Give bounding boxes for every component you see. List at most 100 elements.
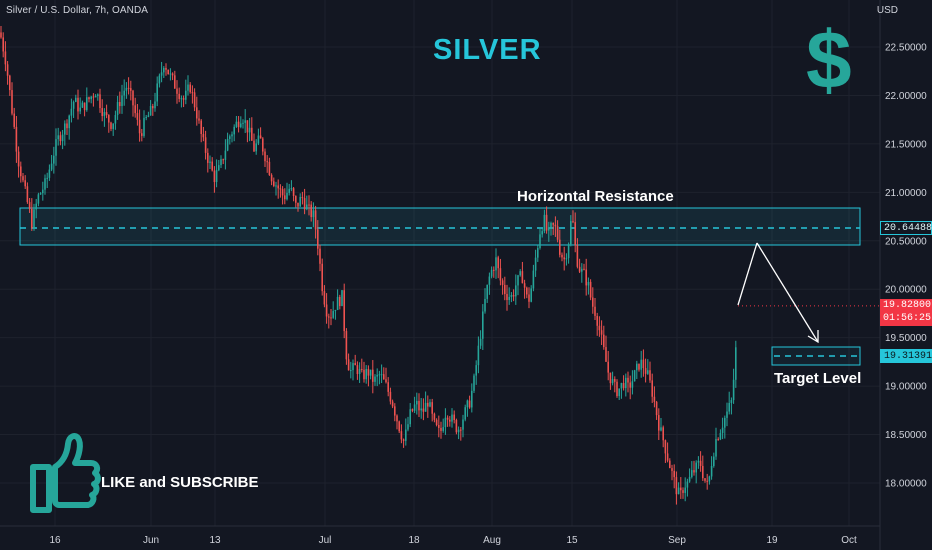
symbol-info[interactable]: Silver / U.S. Dollar, 7h, OANDA [6,5,149,16]
candle [158,73,161,88]
candle [565,253,568,266]
candle [486,284,488,303]
candle [589,279,592,301]
candle [655,400,658,420]
candle [462,414,464,438]
candle [328,313,330,329]
candle [682,487,684,499]
candle [81,100,84,108]
candle [616,379,618,398]
candle [444,408,447,435]
candle [358,362,361,383]
candle [416,392,418,415]
candle [614,376,616,393]
candle [453,410,455,424]
candle [123,79,125,106]
candle [451,408,453,428]
candle [187,75,189,96]
candle [218,159,220,172]
candle [301,191,304,205]
candle [235,115,238,128]
candle [583,263,585,271]
candle [136,104,139,126]
candle [61,129,64,150]
candle [160,61,163,83]
candle [702,455,704,481]
candle [182,95,185,108]
candle [352,359,354,381]
candle [383,367,385,380]
candle [638,363,640,372]
candle [361,358,363,373]
time-tick-label: Jul [319,535,332,546]
candle [105,104,108,119]
candle [563,246,565,271]
candle [512,289,515,302]
candle [284,188,286,205]
candle [59,131,62,146]
candle [442,418,444,433]
time-tick-label: 19 [766,535,778,546]
candle [374,374,376,386]
candle [411,408,414,413]
candle [424,391,427,412]
candle [39,192,42,195]
candle [455,418,458,435]
candle [440,421,442,439]
candle [717,437,719,441]
candle [493,266,495,278]
candle [119,91,121,114]
candle [581,263,583,283]
candle [292,187,295,202]
candle [50,154,53,172]
candle [552,222,554,236]
candle [710,456,713,480]
candle [264,148,266,167]
candle [400,424,403,444]
candle [20,161,22,183]
candle [9,74,11,96]
candle [266,155,268,173]
candle [347,353,350,371]
candle [345,328,348,365]
candle [297,202,299,212]
candle [79,97,81,115]
price-axis[interactable]: 22.50000 22.00000 21.50000 21.00000 20.50000… [885,43,927,490]
candle [356,361,359,380]
target-zone[interactable] [771,346,861,366]
candle [545,206,548,234]
candle [193,88,196,112]
candle [554,216,557,237]
candle [321,258,323,296]
candle [578,258,581,274]
candle [152,103,154,116]
candle [539,227,541,250]
grid [0,0,880,526]
candle [101,99,103,122]
candle [389,387,392,405]
candle [706,473,708,490]
candle [431,398,433,422]
candle [713,452,715,468]
time-axis[interactable]: 16 Jun 13 Jul 18 Aug 15 Sep 19 Oct [49,535,857,546]
candle [332,301,334,319]
resistance-zone[interactable] [19,207,861,246]
candle [90,95,92,104]
candle [53,146,55,174]
candle [420,397,422,419]
candle [508,287,510,305]
candle [528,287,530,309]
candle [473,373,475,394]
candle [211,157,213,172]
candle [6,61,9,85]
candle [726,402,728,427]
candle [435,418,438,427]
candle [220,155,222,168]
candle [64,120,66,146]
candle [319,244,321,272]
candle [163,66,165,78]
candle [237,116,240,133]
candle [372,360,374,394]
thumbs-up-icon[interactable] [30,433,101,513]
